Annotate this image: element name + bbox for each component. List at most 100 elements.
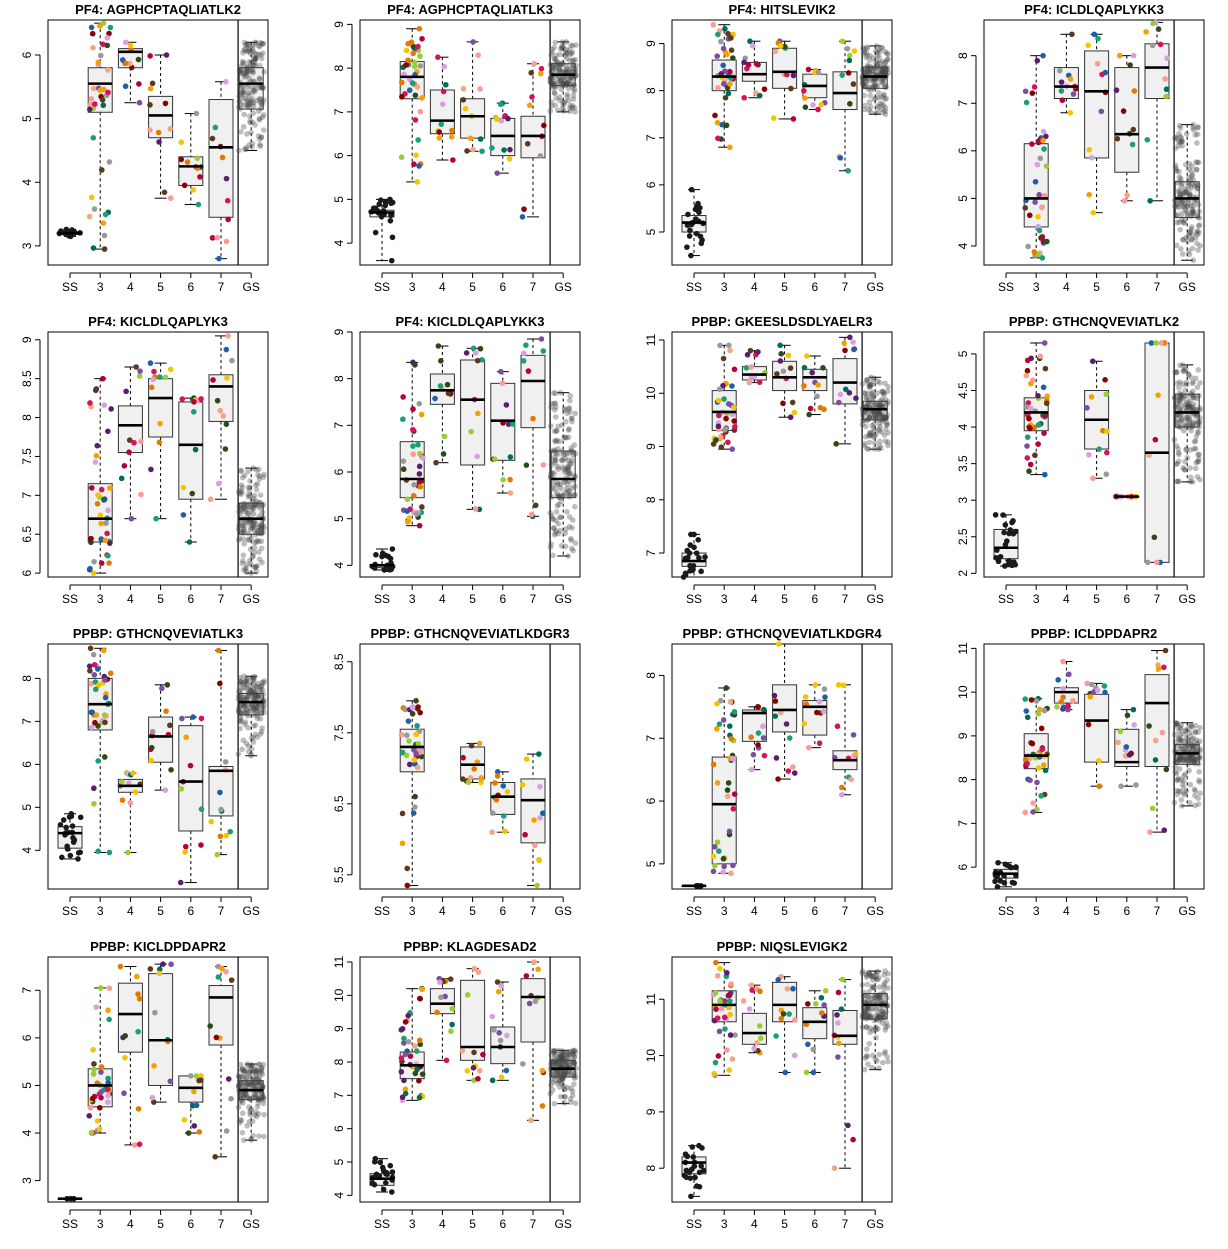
y-tick-label: 5: [332, 1158, 346, 1165]
data-point: [714, 701, 720, 707]
data-point: [248, 503, 255, 509]
data-point: [548, 76, 555, 82]
data-point: [1180, 738, 1187, 744]
data-point: [1059, 97, 1066, 104]
data-point: [246, 1096, 253, 1103]
data-point: [1184, 403, 1191, 409]
data-point: [245, 484, 252, 491]
data-point: [867, 382, 874, 389]
data-point: [880, 70, 886, 77]
data-point: [1177, 199, 1184, 205]
data-point: [241, 1092, 248, 1099]
data-point: [247, 500, 254, 507]
data-point: [861, 443, 868, 449]
data-point: [1183, 757, 1190, 764]
data-point: [555, 466, 562, 472]
data-point: [549, 81, 556, 87]
data-point: [249, 504, 255, 511]
data-point: [881, 991, 888, 998]
data-point: [1007, 527, 1014, 533]
data-point: [258, 686, 264, 693]
data-point: [1185, 248, 1192, 254]
data-point: [133, 364, 139, 370]
data-point: [809, 369, 816, 376]
data-point: [1190, 121, 1197, 128]
data-point: [247, 1109, 253, 1116]
data-point: [551, 80, 557, 87]
data-point: [1185, 760, 1192, 767]
x-tick-label: SS: [686, 904, 702, 918]
data-point: [1058, 88, 1065, 94]
data-point: [464, 1067, 471, 1074]
data-point: [1190, 177, 1197, 183]
data-point: [239, 1065, 246, 1072]
data-point: [57, 821, 64, 828]
data-point: [242, 702, 248, 708]
data-point: [1186, 160, 1193, 167]
data-point: [570, 1047, 576, 1054]
data-point: [223, 1128, 230, 1134]
data-point: [246, 59, 253, 65]
data-point: [419, 95, 425, 101]
data-point: [864, 1005, 870, 1012]
data-point: [867, 63, 873, 69]
data-point: [551, 56, 558, 62]
data-point: [1181, 423, 1188, 429]
data-point: [564, 410, 571, 417]
data-point: [523, 756, 530, 762]
data-point: [100, 375, 106, 382]
data-point: [92, 459, 99, 465]
data-point: [1184, 392, 1190, 399]
data-point: [870, 985, 877, 991]
data-point: [755, 730, 762, 736]
y-tick-label: 9: [332, 1025, 346, 1032]
data-point: [1189, 404, 1195, 410]
data-point: [239, 474, 246, 481]
data-point: [99, 167, 105, 173]
data-point: [246, 487, 252, 493]
data-point: [555, 481, 561, 488]
data-point: [1185, 400, 1192, 407]
data-point: [413, 511, 420, 517]
data-point: [250, 465, 257, 471]
data-point: [1188, 474, 1194, 481]
data-point: [504, 1032, 510, 1039]
data-point: [245, 530, 251, 537]
data-point: [802, 694, 809, 700]
data-point: [167, 126, 174, 132]
data-point: [1129, 141, 1136, 148]
y-tick-label: 7: [644, 134, 658, 141]
data-point: [258, 1065, 265, 1072]
data-point: [744, 351, 751, 358]
data-point: [248, 751, 255, 757]
data-point: [243, 706, 250, 713]
data-point: [549, 515, 555, 521]
data-point: [250, 690, 257, 697]
data-point: [884, 1023, 891, 1029]
data-point: [413, 751, 419, 757]
data-point: [398, 1055, 405, 1061]
data-point: [885, 1058, 891, 1065]
data-point: [255, 108, 262, 115]
data-point: [1179, 362, 1186, 368]
data-point: [1173, 135, 1180, 141]
data-point: [725, 439, 731, 446]
data-point: [566, 523, 573, 530]
data-point: [749, 987, 755, 993]
data-point: [548, 400, 555, 407]
data-point: [400, 466, 407, 473]
data-point: [548, 99, 555, 105]
data-point: [253, 692, 260, 698]
data-point: [1181, 191, 1187, 197]
data-point: [257, 708, 263, 715]
data-point: [122, 1033, 129, 1039]
data-point: [695, 537, 702, 543]
data-point: [561, 1072, 568, 1079]
data-point: [556, 67, 563, 74]
plot-frame: [671, 19, 893, 266]
data-point: [874, 83, 881, 89]
data-point: [258, 521, 265, 528]
data-point: [569, 57, 576, 63]
